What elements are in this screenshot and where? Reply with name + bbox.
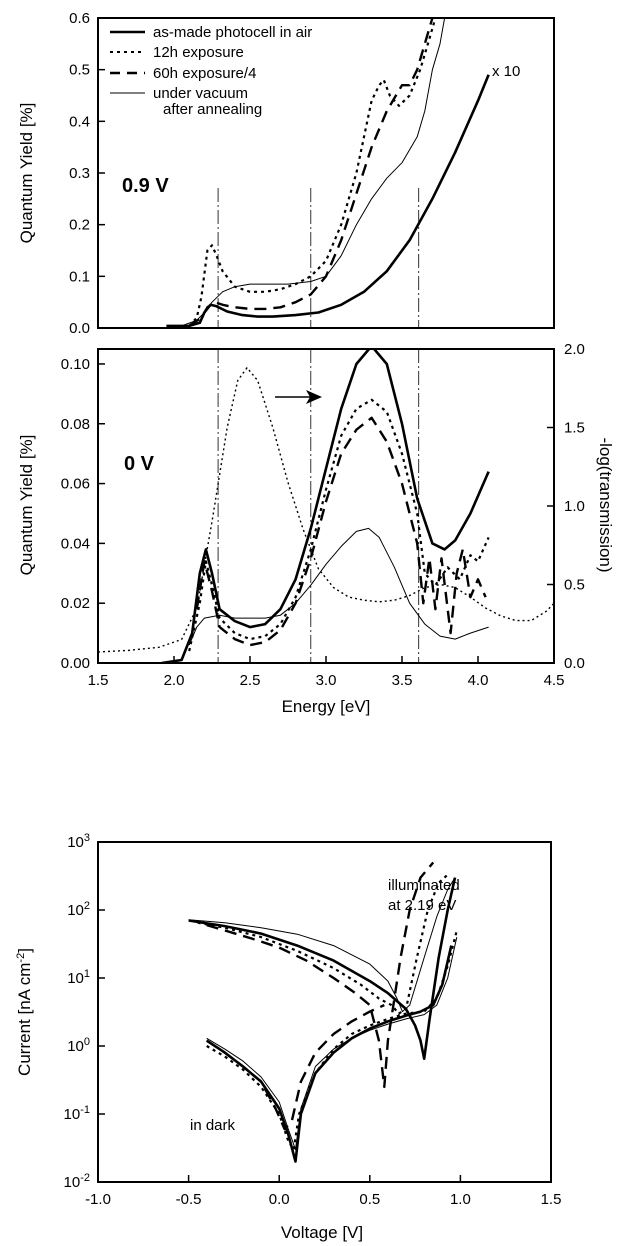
x-tick-label: 1.0 xyxy=(450,1191,471,1208)
plot-frame-middle xyxy=(97,348,555,664)
y-tick-label-right: 2.0 xyxy=(564,341,585,358)
panel-label-top: 0.9 V xyxy=(122,175,169,197)
x-axis-label-bottom: Voltage [V] xyxy=(281,1223,363,1242)
y-tick-label: 0.3 xyxy=(69,165,90,182)
series-line-3 xyxy=(188,527,489,646)
y-tick-label: 0.6 xyxy=(69,10,90,27)
legend-annealing: after annealing xyxy=(163,101,262,118)
series-line-2 xyxy=(206,861,435,1089)
y-tick-label: 100 xyxy=(67,1036,90,1055)
plot-frame-bottom xyxy=(97,841,552,1183)
series-line-3 xyxy=(181,18,446,327)
x-tick-label: 0.0 xyxy=(269,1191,290,1208)
annotation-dark: in dark xyxy=(190,1117,236,1134)
y-tick-label: 102 xyxy=(67,900,90,919)
series-middle xyxy=(98,349,554,663)
x-tick-label: 3.0 xyxy=(316,672,337,689)
legend-12h: 12h exposure xyxy=(153,44,244,61)
y-axis-label-right: -log(transmission) xyxy=(596,437,615,572)
x-tick-label: 0.5 xyxy=(359,1191,380,1208)
y-tick-label: 10-1 xyxy=(64,1104,90,1123)
panel-bottom: 10-2 10-1 100 101 102 103 -1.0 -0.5 0.0 0.5 1.0 1.… xyxy=(15,832,561,1242)
x-tick-label: 3.5 xyxy=(392,672,413,689)
y-tick-label: 0.5 xyxy=(69,62,90,79)
y-tick-label-right: 0.5 xyxy=(564,577,585,594)
legend-top: as-made photocell in air 12h exposure 60… xyxy=(110,24,312,118)
panel-middle: 0.00 0.02 0.04 0.06 0.08 0.10 0.0 0.5 1.0 1.5 2.0… xyxy=(17,341,615,716)
y-tick-label-right: 0.0 xyxy=(564,655,585,672)
y-ticks-top: 0.0 0.1 0.2 0.3 0.4 0.5 0.6 xyxy=(69,10,105,337)
y-tick-label-right: 1.5 xyxy=(564,420,585,437)
x-tick-label: 4.5 xyxy=(544,672,565,689)
x-axis-label-middle: Energy [eV] xyxy=(282,697,371,716)
arrow-icon xyxy=(275,390,322,404)
series-line-5 xyxy=(206,930,458,1151)
y-tick-label: 0.4 xyxy=(69,113,90,130)
series-line-4 xyxy=(98,367,554,653)
x-tick-label: 2.5 xyxy=(240,672,261,689)
annotation-illuminated: illuminated xyxy=(388,877,460,894)
series-line-1 xyxy=(188,18,437,327)
y-tick-label: 0.04 xyxy=(61,535,90,552)
legend-vacuum: under vacuum xyxy=(153,85,248,102)
panel-label-middle: 0 V xyxy=(124,453,155,475)
x-ticks-middle: 1.5 2.0 2.5 3.0 3.5 4.0 4.5 xyxy=(88,656,565,689)
y-axis-label-middle: Quantum Yield [%] xyxy=(17,435,36,576)
x-tick-label: -1.0 xyxy=(85,1191,111,1208)
x-tick-label: 2.0 xyxy=(164,672,185,689)
y-axis-label-top: Quantum Yield [%] xyxy=(17,103,36,244)
series-line-2 xyxy=(195,416,487,647)
y-tick-label: 0.02 xyxy=(61,595,90,612)
y-tick-label: 0.08 xyxy=(61,416,90,433)
multiplier-annotation: x 10 xyxy=(492,63,520,80)
series-line-1 xyxy=(188,398,490,652)
x-tick-label: -0.5 xyxy=(176,1191,202,1208)
x-tick-label: 4.0 xyxy=(468,672,489,689)
y-tick-label: 0.00 xyxy=(61,655,90,672)
annotation-energy: at 2.19 eV xyxy=(388,897,456,914)
x-tick-label: 1.5 xyxy=(541,1191,562,1208)
y-tick-label: 0.2 xyxy=(69,217,90,234)
y-ticks-middle: 0.00 0.02 0.04 0.06 0.08 0.10 xyxy=(61,356,105,672)
legend-as-made: as-made photocell in air xyxy=(153,24,312,41)
series-bottom xyxy=(188,861,458,1163)
series-line-2 xyxy=(188,18,434,327)
y-tick-label: 0.1 xyxy=(69,268,90,285)
x-tick-label: 1.5 xyxy=(88,672,109,689)
series-line-7 xyxy=(206,936,458,1151)
series-line-1 xyxy=(197,872,451,1015)
y-ticks-right-middle: 0.0 0.5 1.0 1.5 2.0 xyxy=(547,341,585,672)
y-axis-label-bottom: Current [nA cm-2] xyxy=(15,948,34,1076)
y-tick-label: 0.0 xyxy=(69,320,90,337)
x-ticks-bottom: -1.0 -0.5 0.0 0.5 1.0 1.5 xyxy=(85,1175,561,1208)
panel-top: 0.00.10.20.30.40.50.6 Quantum Yield [%] … xyxy=(17,10,555,337)
series-line-0 xyxy=(161,349,490,663)
legend-60h: 60h exposure/4 xyxy=(153,65,256,82)
y-tick-label: 0.10 xyxy=(61,356,90,373)
reference-lines-top xyxy=(217,188,420,328)
series-line-6 xyxy=(206,1004,385,1131)
series-top xyxy=(166,18,490,328)
y-tick-label: 10-2 xyxy=(64,1172,90,1191)
y-tick-label: 0.06 xyxy=(61,476,90,493)
y-tick-label: 101 xyxy=(67,968,90,987)
y-tick-label: 103 xyxy=(67,832,90,851)
series-line-3 xyxy=(188,877,456,1013)
y-tick-label-right: 1.0 xyxy=(564,498,585,515)
